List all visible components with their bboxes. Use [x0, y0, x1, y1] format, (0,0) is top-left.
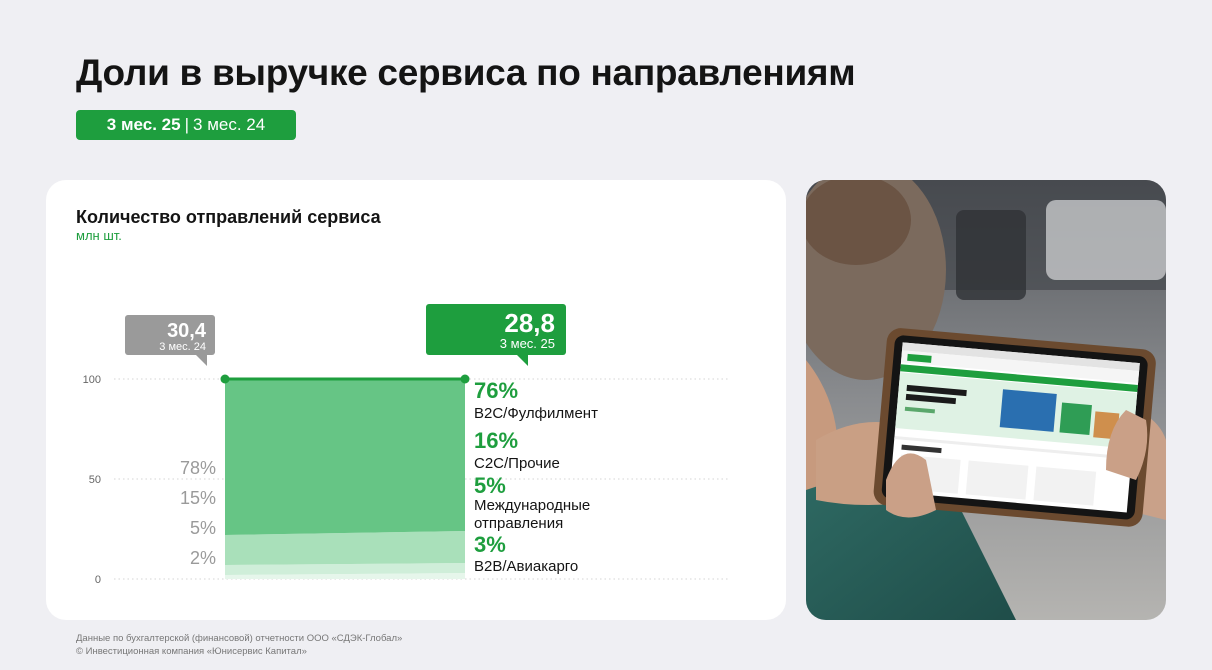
- total-value-current: 28,8: [504, 308, 555, 338]
- left-pct-label: 78%: [180, 458, 216, 478]
- left-pct-label: 15%: [180, 488, 216, 508]
- left-pct-label: 5%: [190, 518, 216, 538]
- area-series-3: [225, 379, 465, 535]
- right-series-label: B2B/Авиакарго: [474, 558, 578, 575]
- page-title: Доли в выручке сервиса по направлениям: [76, 52, 856, 93]
- area-series-2: [225, 531, 465, 565]
- total-point-left: [220, 374, 230, 384]
- right-pct-label: 16%: [474, 428, 518, 453]
- y-tick-label: 0: [95, 574, 101, 586]
- right-pct-label: 3%: [474, 532, 506, 557]
- total-value-prev: 30,4: [167, 320, 207, 342]
- period-separator: |: [184, 115, 190, 134]
- right-pct-label: 5%: [474, 473, 506, 498]
- chart-title: Количество отправлений сервиса: [76, 207, 381, 227]
- period-active[interactable]: 3 мес. 25: [106, 115, 181, 134]
- total-badge-current: [426, 304, 566, 355]
- right-series-label: C2C/Прочие: [474, 455, 560, 472]
- right-series-label: B2C/Фулфилмент: [474, 405, 598, 422]
- total-badge-current-pointer: [516, 354, 528, 366]
- period-toggle[interactable]: 3 мес. 25 | 3 мес. 24: [76, 110, 296, 140]
- right-series-label: отправления: [474, 515, 563, 532]
- right-series-label: Международные: [474, 497, 590, 514]
- tablet-photo: [806, 180, 1166, 620]
- shipments-area-chart: 0 50 100 2% 5% 15% 78% 76% B2C/Фулфилмент 16% C2C/…: [83, 304, 728, 586]
- area-series-1: [225, 563, 465, 575]
- total-point-right: [460, 374, 470, 384]
- total-period-current: 3 мес. 25: [500, 336, 555, 351]
- chart-card: Количество отправлений сервиса млн шт. 0…: [46, 180, 786, 620]
- y-tick-label: 50: [89, 474, 101, 486]
- footer-note: Данные по бухгалтерской (финансовой) отч…: [76, 633, 402, 658]
- chart-unit-label: млн шт.: [76, 228, 122, 243]
- period-inactive[interactable]: 3 мес. 24: [193, 115, 266, 134]
- total-period-prev: 3 мес. 24: [159, 341, 206, 353]
- left-pct-label: 2%: [190, 548, 216, 568]
- footer-source: Данные по бухгалтерской (финансовой) отч…: [76, 633, 403, 644]
- footer-copyright: © Инвестиционная компания «Юнисервис Кап…: [76, 645, 307, 657]
- total-badge-prev-pointer: [195, 354, 207, 366]
- total-badge-prev: [125, 315, 215, 355]
- y-tick-label: 100: [83, 374, 101, 386]
- right-pct-label: 76%: [474, 378, 518, 403]
